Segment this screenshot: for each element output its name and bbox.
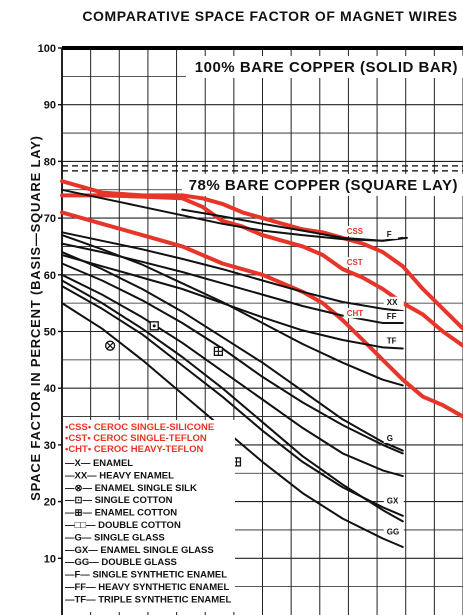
y-tick-label: 40	[44, 383, 56, 395]
series-label-bg	[383, 432, 398, 443]
y-tick-label: 30	[44, 440, 56, 452]
legend-red-entry: •CSS• CEROC SINGLE-SILICONE	[65, 422, 214, 433]
series-label-f: F	[387, 230, 392, 239]
legend-entry: —F— SINGLE SYNTHETIC ENAMEL	[65, 570, 227, 581]
series-line-cht	[60, 210, 463, 419]
series-label-g: G	[387, 434, 393, 443]
series-label-bg	[343, 308, 370, 319]
series-line-cst	[60, 193, 463, 348]
y-tick-label: 60	[44, 270, 56, 282]
reference-lines: 100% BARE COPPER (SOLID BAR) 78% BARE COP…	[62, 46, 463, 196]
series-label-ff: FF	[387, 312, 397, 321]
reference-label-solid: 100% BARE COPPER (SOLID BAR)	[195, 59, 458, 76]
reference-label-bg	[186, 56, 463, 78]
series-label-gx: GX	[387, 496, 399, 505]
legend-entry: —GX— ENAMEL SINGLE GLASS	[65, 545, 214, 556]
series-label-css: CSS	[347, 227, 364, 236]
series-line-f	[181, 208, 408, 242]
legend-entry: —⊞— ENAMEL COTTON	[65, 508, 177, 519]
series-label-bg	[383, 495, 404, 506]
series-label-gg: GG	[387, 527, 399, 536]
legend-entry: —⊗— ENAMEL SINGLE SILK	[65, 483, 197, 494]
legend-red-entry: •CST• CEROC SINGLE-TEFLON	[65, 433, 207, 444]
series-label-cht: CHT	[347, 309, 364, 318]
legend-entry: —FF— HEAVY SYNTHETIC ENAMEL	[65, 582, 230, 593]
marker-circled-x	[104, 340, 116, 351]
series-layer	[60, 179, 463, 548]
series-label-bg	[343, 257, 370, 268]
legend-entry: —G— SINGLE GLASS	[65, 532, 165, 543]
legend: •CSS• CEROC SINGLE-SILICONE•CST• CEROC S…	[63, 420, 235, 612]
legend-entry: —GG— DOUBLE GLASS	[65, 557, 177, 568]
marker-square-plus	[213, 346, 224, 356]
marker-dot	[152, 324, 156, 328]
series-line-xx	[61, 231, 404, 313]
series-line-css	[60, 179, 463, 331]
legend-entry: —□□— DOUBLE COTTON	[65, 520, 181, 531]
legend-red-entry: •CHT• CEROC HEAVY-TEFLON	[65, 444, 204, 455]
y-tick-label: 90	[44, 100, 56, 112]
legend-background	[63, 420, 235, 612]
series-label-bg	[383, 310, 404, 321]
series-label-bg	[383, 296, 404, 307]
series-label-bg	[383, 526, 404, 537]
series-line-dc	[61, 279, 404, 523]
series-line-tf	[61, 254, 404, 350]
y-tick-label: 80	[44, 156, 56, 168]
legend-entry: —XX— HEAVY ENAMEL	[65, 470, 174, 481]
y-axis-label: SPACE FACTOR IN PERCENT (BASIS—SQUARE LA…	[28, 135, 43, 501]
y-ticks: 10 20 30 40 50 60 70 80 90 100	[38, 43, 62, 565]
legend-entry: —⊡— SINGLE COTTON	[65, 495, 173, 506]
y-tick-label: 20	[44, 497, 56, 509]
chart-title: COMPARATIVE SPACE FACTOR OF MAGNET WIRES	[82, 8, 457, 24]
reference-label-bg	[182, 173, 463, 196]
marker-layer	[104, 321, 242, 467]
series-label-xx: XX	[387, 298, 398, 307]
series-label-cst: CST	[347, 258, 363, 267]
series-label-bg	[383, 228, 398, 239]
reference-label-dashed: 78% BARE COPPER (SQUARE LAY)	[189, 177, 458, 194]
series-line-gg	[61, 302, 404, 548]
y-tick-label: 100	[38, 43, 56, 55]
series-line-sc	[61, 234, 404, 387]
legend-entry: —X— ENAMEL	[65, 458, 133, 469]
series-labels: CSSCSTCHTXFXXFFTFGGXGG	[343, 225, 404, 537]
series-line-ec	[61, 251, 404, 452]
y-tick-label: 10	[44, 553, 56, 565]
y-tick-label: 50	[44, 327, 56, 339]
legend-entry: —TF— TRIPLE SYNTHETIC ENAMEL	[65, 594, 231, 605]
marker-square-dot	[149, 321, 159, 331]
series-line-ss	[61, 273, 404, 478]
series-label-bg	[383, 335, 404, 346]
series-line-g	[61, 262, 404, 455]
series-label-tf: TF	[387, 336, 397, 345]
y-tick-label: 70	[44, 213, 56, 225]
series-label-bg	[343, 225, 370, 236]
legend-items: •CSS• CEROC SINGLE-SILICONE•CST• CEROC S…	[65, 422, 231, 605]
marker-cross	[106, 342, 114, 350]
